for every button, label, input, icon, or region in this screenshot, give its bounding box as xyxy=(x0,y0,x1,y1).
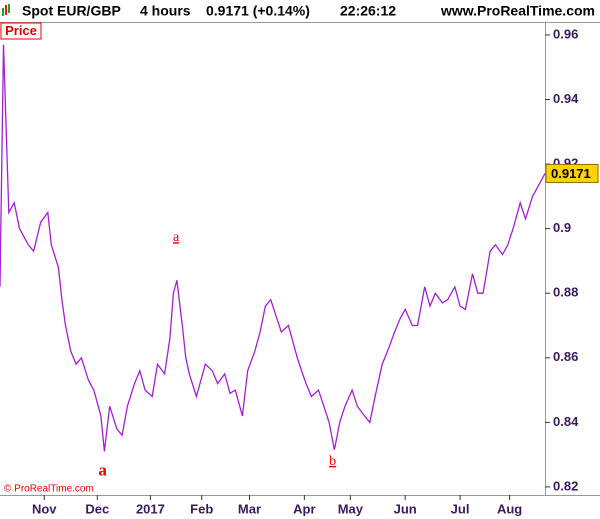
timeframe: 4 hours xyxy=(140,3,191,19)
quote: 0.9171 (+0.14%) xyxy=(206,3,310,19)
y-tick-label: 0.88 xyxy=(553,285,578,300)
price-line xyxy=(0,44,546,452)
y-tick-label: 0.86 xyxy=(553,349,578,364)
x-tick-label: 2017 xyxy=(136,501,165,516)
annotation: b xyxy=(329,454,336,469)
annotation: a xyxy=(98,461,107,480)
y-tick-label: 0.82 xyxy=(553,478,578,493)
last-value-box xyxy=(545,163,599,183)
annotation: a xyxy=(173,230,180,245)
y-tick-label: 0.94 xyxy=(553,91,579,106)
x-tick-label: Feb xyxy=(190,501,213,516)
copyright: © ProRealTime.com xyxy=(4,484,94,495)
panel-label: Price xyxy=(5,23,37,38)
x-tick-label: Jun xyxy=(394,501,417,516)
time: 22:26:12 xyxy=(340,3,396,19)
x-tick-label: May xyxy=(338,501,364,516)
x-tick-label: Jul xyxy=(451,501,470,516)
x-tick-label: Mar xyxy=(238,501,261,516)
y-tick-label: 0.96 xyxy=(553,26,578,41)
x-tick-label: Apr xyxy=(293,501,315,516)
x-tick-label: Dec xyxy=(85,501,109,516)
x-tick-label: Aug xyxy=(497,501,522,516)
last-value-label: 0.9171 xyxy=(551,166,591,181)
logo xyxy=(2,4,10,16)
site: www.ProRealTime.com xyxy=(440,3,595,19)
panel-label-box xyxy=(0,22,42,40)
symbol: Spot EUR/GBP xyxy=(22,3,121,19)
x-tick-label: Nov xyxy=(32,501,57,516)
y-tick-label: 0.84 xyxy=(553,414,579,429)
y-tick-label: 0.9 xyxy=(553,220,571,235)
